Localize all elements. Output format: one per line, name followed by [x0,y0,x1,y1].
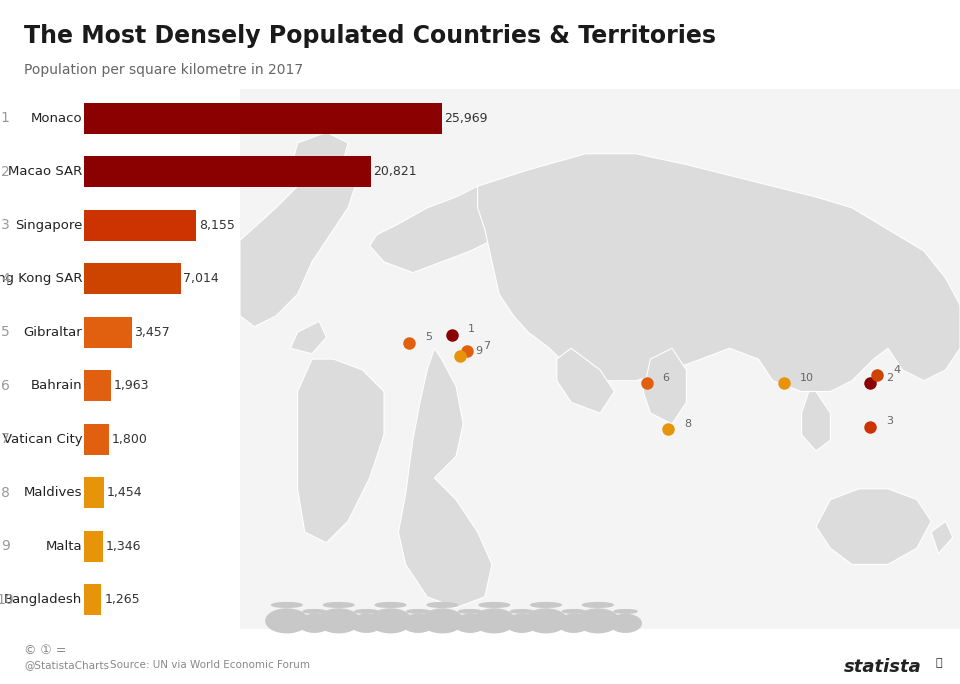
Text: © ① =: © ① = [24,644,66,657]
Ellipse shape [318,609,360,633]
Text: 4: 4 [893,365,900,375]
Text: Monaco: Monaco [31,112,83,125]
Text: 9: 9 [1,540,10,553]
Ellipse shape [299,614,330,632]
Bar [84,424,108,455]
Text: Bangladesh: Bangladesh [4,593,83,606]
Bar [84,157,371,187]
Text: 8: 8 [1,486,10,500]
Bar [84,263,180,294]
Text: 20,821: 20,821 [373,166,418,179]
Text: 5: 5 [425,332,432,343]
Text: 1,454: 1,454 [107,486,142,499]
Ellipse shape [421,609,464,633]
Ellipse shape [370,609,412,633]
Circle shape [272,603,302,607]
Polygon shape [290,132,348,181]
Text: 1,963: 1,963 [114,380,150,393]
Text: Source: UN via World Economic Forum: Source: UN via World Economic Forum [110,660,310,670]
Text: Malta: Malta [46,540,83,553]
Text: 10: 10 [800,373,813,383]
Text: 4: 4 [1,272,10,286]
Text: 6: 6 [662,373,670,383]
Ellipse shape [525,609,567,633]
Text: 6: 6 [1,379,10,393]
Text: 10: 10 [0,593,14,607]
Polygon shape [816,489,931,564]
Ellipse shape [266,609,308,633]
Polygon shape [557,348,614,413]
Circle shape [563,609,585,613]
Text: ⬛: ⬛ [936,658,943,668]
Text: 1,346: 1,346 [106,540,141,553]
Text: 3: 3 [886,417,893,426]
Circle shape [355,609,377,613]
Text: statista: statista [844,658,922,676]
Text: Singapore: Singapore [14,219,83,232]
Text: Gibraltar: Gibraltar [23,326,83,339]
Text: 3: 3 [1,218,10,233]
Text: Hong Kong SAR: Hong Kong SAR [0,272,83,285]
Text: 8,155: 8,155 [199,219,235,232]
Ellipse shape [506,614,538,632]
Text: Maldives: Maldives [24,486,83,499]
Ellipse shape [577,609,619,633]
Polygon shape [370,175,557,273]
Circle shape [479,603,510,607]
Text: 9: 9 [475,346,483,356]
Circle shape [303,609,325,613]
Bar [84,584,102,616]
Ellipse shape [473,609,516,633]
Circle shape [407,609,429,613]
Polygon shape [290,321,326,354]
Text: 8: 8 [684,419,691,429]
Text: @StatistaCharts: @StatistaCharts [24,660,109,670]
Polygon shape [398,348,492,607]
Text: Bahrain: Bahrain [31,380,83,393]
Text: 2: 2 [1,165,10,179]
Circle shape [531,603,562,607]
Text: Macao SAR: Macao SAR [8,166,83,179]
Text: 7: 7 [483,341,490,351]
Text: 25,969: 25,969 [444,112,488,125]
Text: 1: 1 [1,111,10,125]
FancyBboxPatch shape [240,89,960,629]
Text: 1,265: 1,265 [105,593,140,606]
Bar [84,210,196,241]
Text: 2: 2 [886,373,893,383]
Circle shape [324,603,354,607]
Text: Vatican City: Vatican City [3,433,83,446]
Polygon shape [478,154,960,391]
Circle shape [459,609,481,613]
Ellipse shape [350,614,382,632]
Text: 1,800: 1,800 [111,433,148,446]
Bar [84,477,104,508]
Polygon shape [240,170,355,327]
Polygon shape [802,391,830,451]
Polygon shape [643,348,686,424]
Ellipse shape [558,614,589,632]
Text: Population per square kilometre in 2017: Population per square kilometre in 2017 [24,63,303,77]
Bar [84,103,442,134]
Ellipse shape [454,614,486,632]
Circle shape [614,609,636,613]
Circle shape [375,603,406,607]
Text: 3,457: 3,457 [134,326,170,339]
Polygon shape [298,359,384,543]
Text: 5: 5 [1,326,10,339]
Bar [84,317,132,348]
Text: 1: 1 [468,324,475,334]
Bar [84,531,103,562]
Text: 7: 7 [1,432,10,447]
Ellipse shape [402,614,434,632]
Text: 7,014: 7,014 [183,272,219,285]
Circle shape [427,603,458,607]
Text: The Most Densely Populated Countries & Territories: The Most Densely Populated Countries & T… [24,24,716,48]
Bar [84,370,111,402]
Circle shape [511,609,533,613]
Circle shape [583,603,613,607]
Ellipse shape [610,614,641,632]
Polygon shape [931,521,952,553]
